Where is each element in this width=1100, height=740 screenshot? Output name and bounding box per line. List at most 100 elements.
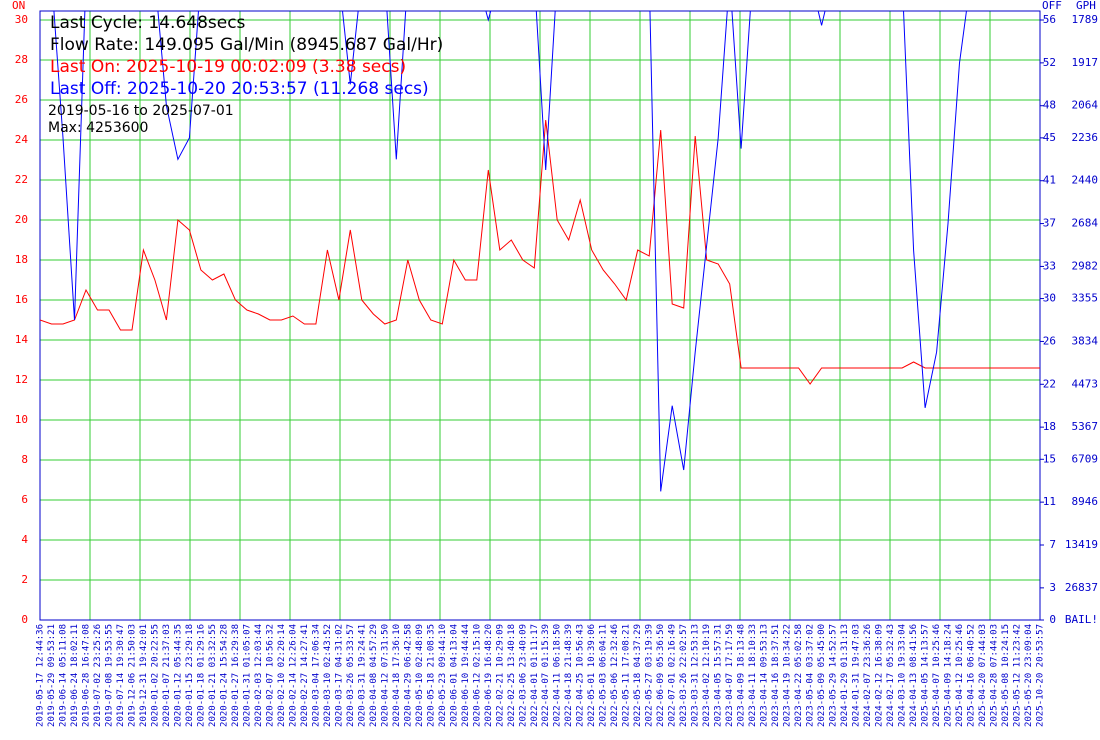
x-tick-label: 2022-02-21 10:29:09 [495, 624, 505, 727]
x-tick-label: 2025-05-08 10:24:15 [1001, 624, 1011, 727]
x-tick-label: 2020-05-18 21:08:35 [426, 624, 436, 727]
x-tick-label: 2019-07-02 23:25:26 [93, 624, 103, 727]
y2-tick-label: 22 [1043, 377, 1056, 390]
x-tick-label: 2025-04-05 14:13:57 [921, 624, 931, 727]
y2-tick-label: 7 [1049, 538, 1056, 551]
x-tick-label: 2023-04-19 10:34:22 [783, 624, 793, 727]
y3-tick-label: 1917 [1072, 56, 1099, 69]
y2-tick-label: 33 [1043, 259, 1056, 272]
y-tick-label: 10 [15, 413, 28, 426]
x-tick-label: 2020-03-10 02:43:52 [323, 624, 333, 727]
x-tick-label: 2023-04-11 18:10:33 [748, 624, 758, 727]
y3-tick-label: 1789 [1072, 13, 1099, 26]
x-tick-label: 2025-04-28 07:44:03 [990, 624, 1000, 727]
x-tick-label: 2022-04-07 01:15:39 [541, 624, 551, 727]
y2-tick-label: 3 [1049, 581, 1056, 594]
x-tick-label: 2023-03-26 22:02:57 [679, 624, 689, 727]
x-tick-label: 2023-04-02 12:10:19 [702, 624, 712, 727]
x-tick-label: 2019-05-17 12:44:36 [36, 624, 46, 727]
x-tick-label: 2020-01-21 03:32:55 [208, 624, 218, 727]
x-tick-label: 2019-12-06 21:50:03 [127, 624, 137, 727]
x-tick-label: 2020-01-12 05:44:35 [173, 624, 183, 727]
y-tick-label: 26 [15, 93, 28, 106]
y-tick-label: 12 [15, 373, 28, 386]
x-tick-label: 2020-06-01 04:13:04 [449, 624, 459, 727]
x-tick-label: 2020-03-31 19:24:41 [357, 624, 367, 727]
x-tick-label: 2025-05-12 11:23:42 [1013, 624, 1023, 727]
x-tick-label: 2024-04-13 08:41:56 [909, 624, 919, 727]
y-tick-label: 8 [21, 453, 28, 466]
y2-tick-label: 48 [1043, 99, 1056, 112]
x-tick-label: 2020-01-07 21:37:03 [162, 624, 172, 727]
x-tick-label: 2020-04-08 04:57:29 [369, 624, 379, 727]
y2-tick-label: 56 [1043, 13, 1056, 26]
info-last-cycle: Last Cycle: 14.648secs [50, 13, 246, 33]
x-tick-label: 2022-05-03 06:04:11 [599, 624, 609, 727]
x-tick-label: 2020-04-12 07:31:50 [380, 624, 390, 727]
y3-tick-label: 4473 [1072, 377, 1099, 390]
y3-axis-label: GPH [1076, 0, 1096, 12]
y2-tick-label: 41 [1043, 174, 1056, 187]
y2-tick-label: 15 [1043, 452, 1056, 465]
y-tick-label: 28 [15, 53, 28, 66]
x-tick-label: 2022-05-18 04:37:29 [633, 624, 643, 727]
x-tick-label: 2022-05-27 03:19:39 [645, 624, 655, 727]
x-tick-label: 2022-05-01 10:39:06 [587, 624, 597, 727]
y3-tick-label: 8946 [1072, 495, 1099, 508]
x-tick-label: 2020-01-24 15:54:28 [219, 624, 229, 727]
x-tick-label: 2025-05-20 23:09:04 [1024, 624, 1034, 727]
y-tick-label: 4 [21, 533, 28, 546]
y3-tick-label: 6709 [1072, 452, 1099, 465]
x-tick-label: 2020-02-03 12:03:44 [254, 624, 264, 727]
series-line [53, 11, 967, 492]
info-range: 2019-05-16 to 2025-07-01 [48, 103, 234, 119]
x-tick-label: 2020-01-31 01:05:07 [242, 624, 252, 727]
y3-tick-label: 5367 [1072, 420, 1099, 433]
x-tick-label: 2023-04-05 15:57:31 [714, 624, 724, 727]
x-tick-label: 2023-03-31 12:53:13 [691, 624, 701, 727]
x-tick-label: 2025-10-20 20:53:57 [1036, 624, 1046, 727]
y-tick-label: 0 [21, 613, 28, 626]
x-tick-label: 2024-02-07 23:36:26 [863, 624, 873, 727]
y-tick-label: 24 [15, 133, 29, 146]
x-tick-label: 2019-06-24 18:02:11 [70, 624, 80, 727]
y2-tick-label: 30 [1043, 292, 1056, 305]
y3-tick-label: 2982 [1072, 259, 1099, 272]
info-last-on: Last On: 2025-10-19 00:02:09 (3.38 secs) [50, 57, 406, 77]
x-tick-label: 2019-06-28 16:47:08 [81, 624, 91, 727]
x-tick-label: 2020-01-27 16:29:38 [231, 624, 241, 727]
x-tick-label: 2023-05-04 03:37:02 [806, 624, 816, 727]
y3-tick-label: BAIL! [1065, 613, 1098, 626]
x-tick-label: 2024-03-10 19:33:04 [898, 624, 908, 727]
x-tick-label: 2020-03-26 05:33:57 [346, 624, 356, 727]
plot-area [39, 10, 1044, 621]
y-tick-label: 2 [21, 573, 28, 586]
x-tick-label: 2020-05-10 02:48:09 [415, 624, 425, 727]
x-tick-label: 2020-01-15 23:29:18 [185, 624, 195, 727]
x-tick-label: 2024-01-29 01:31:13 [840, 624, 850, 727]
x-tick-label: 2024-02-17 05:32:43 [886, 624, 896, 727]
y2-tick-label: 37 [1043, 217, 1056, 230]
y2-tick-label: 45 [1043, 131, 1056, 144]
x-tick-label: 2019-06-14 05:11:08 [58, 624, 68, 727]
x-tick-label: 2022-04-25 10:56:43 [576, 624, 586, 727]
info-last-off: Last Off: 2025-10-20 20:53:57 (11.268 se… [50, 79, 429, 99]
x-tick-label: 2025-04-07 10:25:46 [932, 624, 942, 727]
x-tick-label: 2020-04-18 17:36:10 [392, 624, 402, 727]
x-tick-label: 2022-03-06 23:40:09 [518, 624, 528, 727]
y-tick-label: 30 [15, 13, 28, 26]
x-tick-label: 2023-04-22 05:02:58 [794, 624, 804, 727]
x-tick-label: 2020-03-17 04:31:02 [334, 624, 344, 727]
y-tick-label: 14 [15, 333, 29, 346]
x-tick-label: 2020-06-12 02:15:10 [472, 624, 482, 727]
x-tick-label: 2020-01-02 20:22:55 [150, 624, 160, 727]
info-max: Max: 4253600 [48, 120, 148, 136]
y2-tick-label: 52 [1043, 56, 1056, 69]
x-tick-label: 2020-05-23 09:44:10 [438, 624, 448, 727]
y2-tick-label: 11 [1043, 495, 1056, 508]
x-tick-label: 2019-05-29 09:53:21 [47, 624, 57, 727]
x-tick-label: 2024-02-12 16:38:09 [875, 624, 885, 727]
x-tick-label: 2020-02-07 10:56:32 [265, 624, 275, 727]
